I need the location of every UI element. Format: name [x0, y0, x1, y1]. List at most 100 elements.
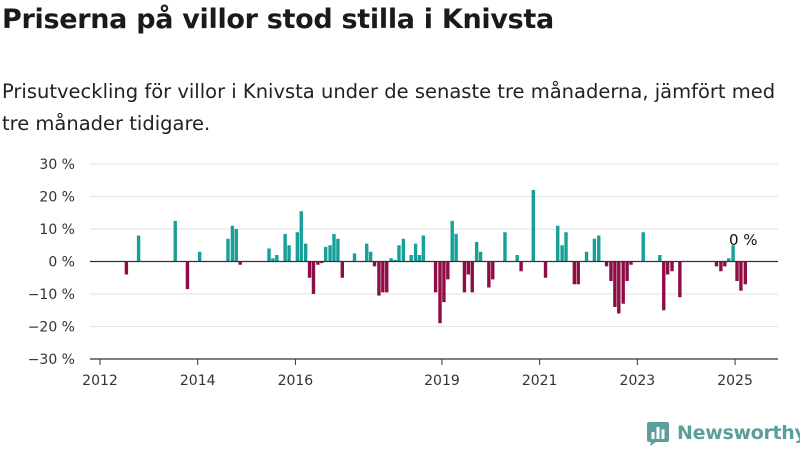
brand-name: Newsworthy	[677, 422, 800, 444]
bar	[446, 261, 450, 280]
bar	[185, 261, 190, 290]
bar	[271, 258, 275, 262]
bar	[438, 261, 442, 324]
bar	[739, 261, 743, 291]
bar	[421, 235, 426, 262]
x-tick-label: 2014	[180, 373, 216, 389]
bar	[413, 243, 418, 262]
bar	[389, 258, 393, 262]
x-axis: 2012 2014 2016 2019 2021 2023 2025	[82, 260, 778, 389]
bar	[372, 261, 377, 267]
y-tick-label: 0 %	[48, 255, 75, 271]
y-tick-label: −10 %	[28, 287, 75, 303]
bar	[267, 248, 271, 262]
x-tick-label: 2012	[82, 373, 118, 389]
annotations: 0 %	[729, 231, 758, 249]
y-tick-label: −30 %	[28, 352, 75, 368]
bar	[658, 255, 662, 262]
bar-chart: 30 %20 %10 %0 %−10 %−20 %−30 % 2012 2014 2…	[28, 157, 778, 389]
bar	[238, 261, 242, 265]
bar	[584, 251, 589, 262]
newsworthy-brand: Newsworthy	[645, 420, 800, 446]
bar-series	[124, 190, 748, 324]
bar	[454, 233, 458, 262]
bar	[470, 261, 474, 293]
bar	[226, 238, 230, 262]
bar	[173, 220, 177, 262]
bar	[381, 261, 385, 293]
bar	[320, 261, 324, 264]
x-tick-label: 2025	[717, 373, 753, 389]
bar	[662, 261, 666, 311]
bar	[670, 261, 674, 272]
bar	[560, 245, 564, 262]
bar	[197, 251, 202, 262]
bar	[731, 245, 735, 262]
bar	[503, 232, 507, 262]
bar	[287, 245, 291, 262]
bar	[393, 259, 397, 262]
bar	[433, 261, 438, 293]
bar	[629, 261, 633, 265]
bar	[609, 261, 613, 281]
y-tick-label: 30 %	[39, 157, 75, 173]
bar	[564, 232, 568, 262]
bar	[743, 261, 748, 285]
bar	[466, 261, 471, 275]
bar	[234, 229, 238, 262]
bar	[230, 225, 235, 262]
y-tick-label: 20 %	[39, 190, 75, 206]
bar	[340, 261, 344, 278]
x-tick-label: 2019	[424, 373, 460, 389]
bar	[450, 220, 454, 262]
bar	[336, 238, 340, 262]
bar	[368, 251, 373, 262]
bar	[377, 261, 381, 296]
bar	[136, 235, 141, 262]
bar	[323, 246, 328, 262]
bar	[283, 233, 287, 262]
bar	[307, 261, 312, 278]
bar	[556, 225, 560, 262]
bar	[723, 261, 727, 267]
bar	[678, 261, 682, 298]
bar	[531, 190, 535, 262]
x-tick-label: 2021	[522, 373, 558, 389]
chart-title: Priserna på villor stod stilla i Knivsta	[2, 4, 554, 35]
bar	[515, 255, 519, 262]
bar	[617, 261, 621, 314]
bar	[519, 261, 523, 272]
bar	[316, 261, 320, 265]
bar	[385, 261, 389, 293]
bar	[719, 261, 723, 272]
bar	[604, 261, 609, 267]
y-tick-label: 10 %	[39, 222, 75, 238]
bar	[397, 245, 401, 262]
bar	[714, 261, 719, 267]
bar	[478, 251, 483, 262]
x-tick-label: 2023	[620, 373, 656, 389]
x-tick-label: 2016	[278, 373, 314, 389]
bar	[592, 238, 597, 262]
bar	[462, 261, 467, 293]
bar	[442, 261, 446, 303]
bar	[491, 261, 495, 280]
newsworthy-chart-logo-icon	[647, 422, 669, 446]
bar	[417, 255, 422, 262]
y-axis-labels: 30 % 20 % 10 % 0 % −10 % −20 % −30 %	[28, 157, 75, 368]
bar	[735, 261, 739, 281]
bar	[641, 232, 645, 262]
bar	[311, 261, 316, 294]
bar	[409, 255, 413, 262]
bar	[365, 243, 369, 262]
chart-subtitle: Prisutveckling för villor i Knivsta unde…	[2, 80, 776, 135]
bar	[613, 261, 617, 307]
bar	[543, 261, 548, 278]
bar	[401, 238, 406, 262]
bar	[474, 242, 479, 262]
bar	[665, 261, 670, 275]
bar	[275, 255, 279, 262]
bar	[621, 261, 625, 304]
bar	[332, 233, 336, 262]
bar	[299, 211, 303, 262]
